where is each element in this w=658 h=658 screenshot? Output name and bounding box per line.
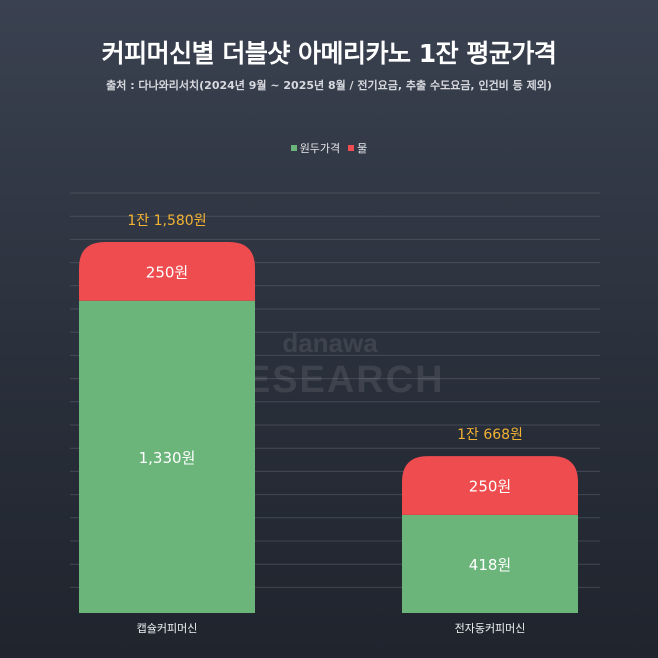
bar-segment-beans-1 (402, 514, 578, 613)
chart-source: 출처 : 다나와리서치(2024년 9월 ~ 2025년 8월 / 전기요금, … (106, 79, 552, 92)
bar-value-label-water-0: 250원 (146, 263, 188, 281)
bars (79, 242, 578, 613)
bar-segment-beans-0 (79, 300, 255, 613)
bar-value-label-water-1: 250원 (469, 477, 511, 495)
bar-total-label-1: 1잔 668원 (457, 427, 523, 443)
bar-value-label-beans-0: 1,330원 (139, 449, 196, 467)
bar-segment-water-1 (402, 456, 578, 515)
legend-label-water: 물 (357, 142, 368, 155)
category-label-1: 전자동커피머신 (455, 622, 526, 635)
legend-item-water: 물 (348, 140, 367, 156)
legend-swatch-water (348, 145, 355, 151)
bar-segment-water-0 (79, 242, 255, 301)
legend: 원두가격 물 (0, 140, 658, 156)
bar-total-label-0: 1잔 1,580원 (127, 213, 206, 229)
bar-value-label-beans-1: 418원 (469, 556, 511, 574)
category-label-0: 캡슐커피머신 (137, 622, 198, 635)
legend-label-beans: 원두가격 (299, 142, 341, 155)
legend-item-beans: 원두가격 (290, 140, 341, 156)
watermark-danawa: danawa (282, 328, 378, 358)
legend-swatch-beans (290, 145, 297, 151)
chart-title: 커피머신별 더블샷 아메리카노 1잔 평균가격 (101, 39, 557, 68)
